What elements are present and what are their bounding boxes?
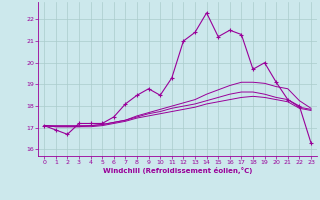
X-axis label: Windchill (Refroidissement éolien,°C): Windchill (Refroidissement éolien,°C): [103, 167, 252, 174]
